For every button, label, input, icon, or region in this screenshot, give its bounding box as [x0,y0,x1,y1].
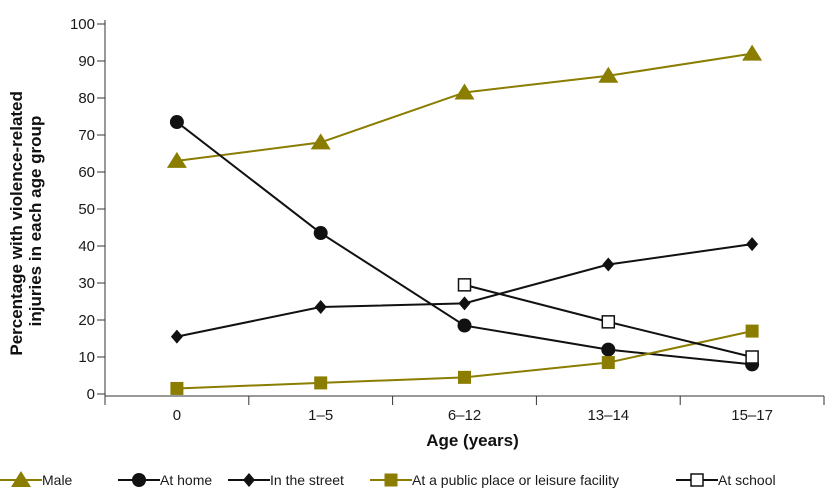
y-tick-label: 80 [78,90,95,107]
legend-item-at-a-public-place-or-leisure-facility: At a public place or leisure facility [370,472,619,488]
y-axis-title-line-2: injuries in each age group [26,116,45,327]
legend-marker [690,473,704,487]
series-at-a-public-place-or-leisure-facility [170,324,759,395]
data-point [598,66,619,83]
legend-label: In the street [270,472,344,488]
legend-item-in-the-street: In the street [228,472,344,488]
legend-item-at-school: At school [676,472,776,488]
y-axis-ticks: 0 10 20 30 40 50 60 70 80 90 100 [70,16,105,403]
y-tick-label: 0 [87,386,95,403]
data-point [601,342,616,357]
y-tick-label: 50 [78,201,95,218]
data-point [314,376,328,390]
data-point [457,318,472,333]
legend-label: At a public place or leisure facility [412,472,619,488]
data-point [169,115,184,130]
legend-label: Male [42,472,73,488]
y-tick-label: 40 [78,238,95,255]
y-tick-label: 10 [78,349,95,366]
data-point [170,381,184,395]
legend-label: At school [718,472,776,488]
legend-marker [11,471,31,487]
data-point [458,296,471,311]
series-line [176,52,753,162]
legend-item-male: Male [0,471,73,488]
y-tick-label: 100 [70,16,95,33]
series-at-school [457,278,759,364]
data-point [601,356,615,370]
data-point [310,133,331,150]
series-group [166,44,763,395]
series-male [166,44,763,168]
data-point [457,278,472,292]
legend-marker [243,473,255,487]
data-point [601,315,616,329]
x-tick-label: 0 [173,407,181,424]
y-tick-label: 70 [78,127,95,144]
legend-item-at-home: At home [118,472,212,488]
data-point [170,329,183,344]
x-axis-ticks: 0 1–5 6–12 13–14 15–17 [104,396,825,424]
y-tick-label: 30 [78,275,95,292]
y-tick-label: 90 [78,53,95,70]
x-tick-label: 15–17 [731,407,773,424]
legend: Male At home In the street At a public plac… [0,471,776,488]
axes [104,20,824,397]
y-axis-title: Percentage with violence-related injurie… [7,86,45,355]
legend-label: At home [160,472,212,488]
x-axis-title: Age (years) [426,431,519,450]
data-point [746,237,759,252]
data-point [745,324,759,338]
y-tick-label: 20 [78,312,95,329]
series-in-the-street [170,237,759,344]
data-point [458,370,471,384]
data-point [742,44,763,61]
data-point [314,300,327,315]
legend-marker [384,473,398,487]
data-point [602,257,615,272]
data-point [454,83,475,100]
data-point [745,350,759,364]
data-point [166,151,187,168]
x-tick-label: 6–12 [448,407,481,424]
x-tick-label: 1–5 [308,407,333,424]
y-axis-title-line-1: Percentage with violence-related [7,91,26,356]
series-at-home [169,115,760,372]
data-point [313,226,328,241]
y-tick-label: 60 [78,164,95,181]
legend-marker [132,473,146,487]
x-tick-label: 13–14 [587,407,629,424]
